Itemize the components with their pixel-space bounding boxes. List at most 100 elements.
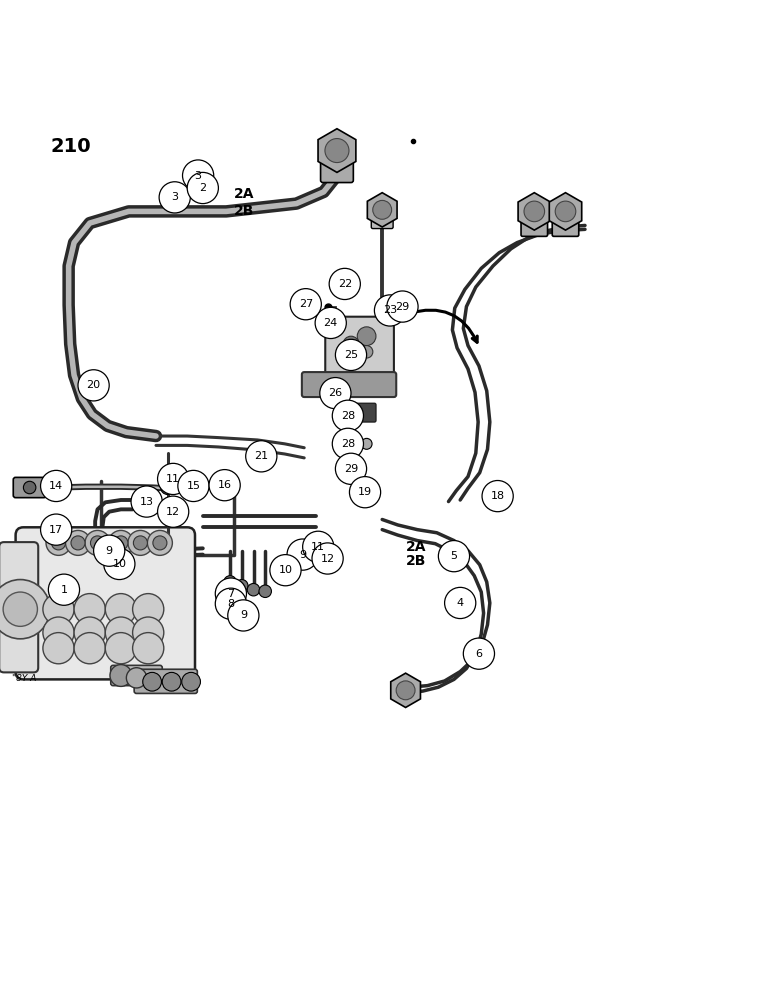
FancyBboxPatch shape bbox=[325, 317, 394, 379]
Circle shape bbox=[74, 633, 105, 664]
FancyBboxPatch shape bbox=[0, 542, 38, 672]
Circle shape bbox=[133, 536, 147, 550]
Circle shape bbox=[105, 617, 136, 648]
Circle shape bbox=[94, 535, 125, 566]
Text: 18: 18 bbox=[491, 491, 505, 501]
Circle shape bbox=[74, 617, 105, 648]
Text: 10: 10 bbox=[278, 565, 292, 575]
Text: 19: 19 bbox=[358, 487, 372, 497]
Text: 27: 27 bbox=[299, 299, 313, 309]
Text: 2: 2 bbox=[199, 183, 207, 193]
Text: 24: 24 bbox=[324, 318, 338, 328]
Text: 13: 13 bbox=[140, 497, 154, 507]
Text: "8Y A: "8Y A bbox=[12, 674, 36, 683]
Text: 7: 7 bbox=[227, 589, 235, 599]
Circle shape bbox=[133, 617, 164, 648]
FancyBboxPatch shape bbox=[321, 161, 353, 183]
Circle shape bbox=[315, 307, 346, 339]
Text: 28: 28 bbox=[341, 411, 355, 421]
Text: 8: 8 bbox=[227, 599, 235, 609]
Circle shape bbox=[158, 496, 189, 527]
Text: 2B: 2B bbox=[406, 554, 426, 568]
FancyBboxPatch shape bbox=[334, 403, 376, 422]
Circle shape bbox=[224, 576, 236, 588]
Circle shape bbox=[209, 470, 240, 501]
Circle shape bbox=[482, 481, 513, 512]
Text: 17: 17 bbox=[49, 525, 63, 535]
Circle shape bbox=[325, 139, 349, 163]
FancyBboxPatch shape bbox=[552, 219, 579, 236]
Circle shape bbox=[161, 481, 175, 495]
Circle shape bbox=[158, 463, 189, 495]
Text: 3: 3 bbox=[172, 192, 178, 202]
Text: 2A: 2A bbox=[234, 187, 254, 201]
Circle shape bbox=[71, 536, 85, 550]
Text: 1: 1 bbox=[61, 585, 67, 595]
Text: 26: 26 bbox=[328, 388, 342, 398]
Circle shape bbox=[159, 182, 190, 213]
Circle shape bbox=[361, 438, 372, 449]
Text: 11: 11 bbox=[311, 542, 325, 552]
Circle shape bbox=[335, 339, 367, 371]
Text: 20: 20 bbox=[87, 380, 101, 390]
Text: 3: 3 bbox=[195, 171, 201, 181]
Polygon shape bbox=[518, 193, 551, 230]
Circle shape bbox=[343, 336, 359, 352]
Circle shape bbox=[90, 536, 105, 550]
Circle shape bbox=[396, 681, 415, 700]
Text: 23: 23 bbox=[383, 305, 397, 315]
Text: 2A: 2A bbox=[406, 540, 426, 554]
Circle shape bbox=[128, 530, 153, 555]
FancyBboxPatch shape bbox=[13, 477, 46, 498]
Circle shape bbox=[247, 583, 260, 596]
Text: 25: 25 bbox=[344, 350, 358, 360]
Circle shape bbox=[329, 268, 360, 300]
Circle shape bbox=[178, 470, 209, 502]
Circle shape bbox=[147, 530, 172, 555]
Circle shape bbox=[270, 555, 301, 586]
Circle shape bbox=[555, 201, 576, 222]
Circle shape bbox=[215, 588, 246, 619]
Circle shape bbox=[335, 453, 367, 484]
Circle shape bbox=[23, 481, 36, 494]
Circle shape bbox=[349, 477, 381, 508]
Text: 9: 9 bbox=[299, 550, 307, 560]
Circle shape bbox=[131, 486, 162, 517]
Circle shape bbox=[133, 594, 164, 625]
Text: 14: 14 bbox=[49, 481, 63, 491]
Circle shape bbox=[48, 574, 80, 605]
Text: 29: 29 bbox=[395, 302, 410, 312]
Text: 22: 22 bbox=[338, 279, 352, 289]
Text: 9: 9 bbox=[105, 546, 113, 556]
Circle shape bbox=[332, 400, 363, 431]
Text: 11: 11 bbox=[166, 474, 180, 484]
Circle shape bbox=[126, 668, 147, 688]
Circle shape bbox=[110, 665, 132, 686]
Circle shape bbox=[445, 587, 476, 619]
Circle shape bbox=[3, 592, 37, 626]
Circle shape bbox=[104, 548, 135, 580]
Text: 5: 5 bbox=[451, 551, 457, 561]
Circle shape bbox=[524, 201, 544, 222]
Circle shape bbox=[187, 172, 218, 204]
FancyBboxPatch shape bbox=[521, 219, 548, 236]
Circle shape bbox=[348, 437, 362, 451]
FancyBboxPatch shape bbox=[302, 372, 396, 397]
Circle shape bbox=[228, 600, 259, 631]
Circle shape bbox=[108, 530, 133, 555]
Circle shape bbox=[85, 530, 110, 555]
Circle shape bbox=[303, 531, 334, 562]
Circle shape bbox=[287, 539, 318, 570]
Circle shape bbox=[78, 370, 109, 401]
Polygon shape bbox=[549, 193, 582, 230]
Circle shape bbox=[360, 346, 373, 358]
Circle shape bbox=[114, 536, 128, 550]
Text: 10: 10 bbox=[112, 559, 126, 569]
Text: 21: 21 bbox=[254, 451, 268, 461]
Text: 2B: 2B bbox=[234, 204, 254, 218]
Circle shape bbox=[259, 585, 271, 597]
Text: 9: 9 bbox=[239, 610, 247, 620]
Circle shape bbox=[51, 536, 66, 550]
Text: 28: 28 bbox=[341, 439, 355, 449]
Circle shape bbox=[438, 541, 470, 572]
